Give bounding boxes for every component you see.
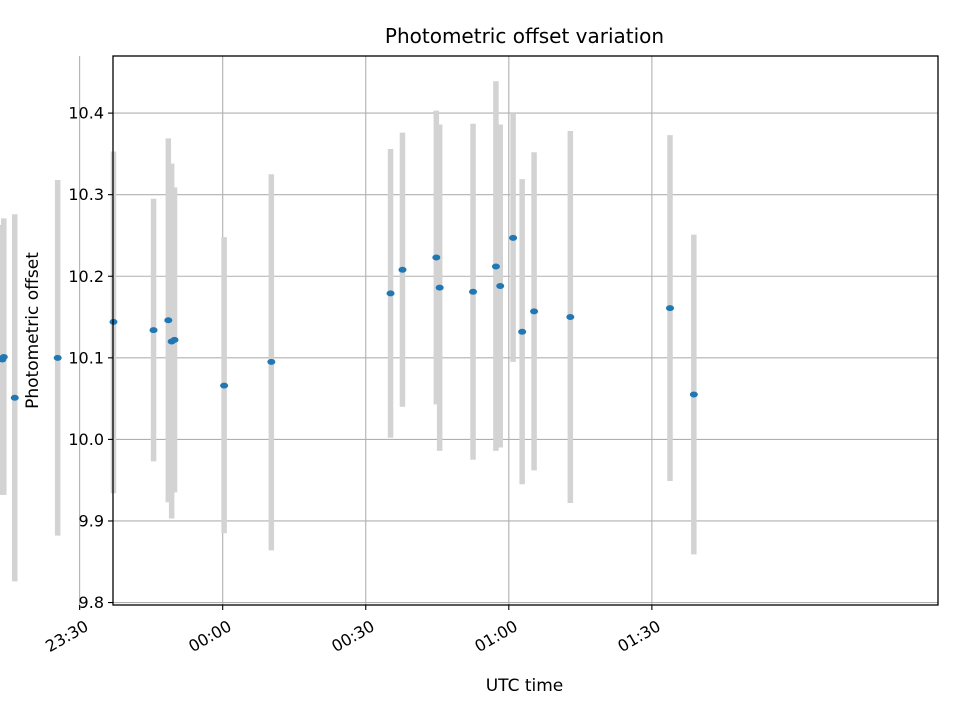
data-point <box>566 314 575 321</box>
data-point <box>386 290 395 297</box>
y-axis-title: Photometric offset <box>23 252 43 409</box>
y-tick-label: 9.8 <box>79 593 104 612</box>
data-point <box>53 354 62 361</box>
data-point <box>491 263 500 270</box>
x-axis-title: UTC time <box>486 676 564 696</box>
y-tick-label: 10.0 <box>68 430 104 449</box>
y-tick-label: 10.2 <box>68 267 104 286</box>
y-tick-label: 10.3 <box>68 185 104 204</box>
data-point <box>398 266 407 273</box>
point-layer <box>0 234 698 401</box>
data-point <box>149 327 158 334</box>
plot-frame <box>112 55 939 606</box>
data-point <box>496 283 505 290</box>
data-point <box>0 354 8 361</box>
data-point <box>689 391 698 398</box>
data-point <box>220 382 229 389</box>
chart-title: Photometric offset variation <box>385 24 664 48</box>
data-point <box>170 336 179 343</box>
data-point <box>435 284 444 291</box>
data-point <box>518 328 527 335</box>
data-point <box>665 305 674 312</box>
y-tick-label: 9.9 <box>79 511 104 530</box>
data-point <box>509 234 518 241</box>
data-point <box>432 254 441 261</box>
y-tick-label: 10.4 <box>68 104 104 123</box>
y-tick-label: 10.1 <box>68 348 104 367</box>
data-point <box>530 308 539 315</box>
data-point <box>267 358 276 365</box>
data-point <box>10 394 19 401</box>
data-point <box>164 317 173 324</box>
grid-layer <box>79 56 938 605</box>
data-point <box>469 288 478 295</box>
